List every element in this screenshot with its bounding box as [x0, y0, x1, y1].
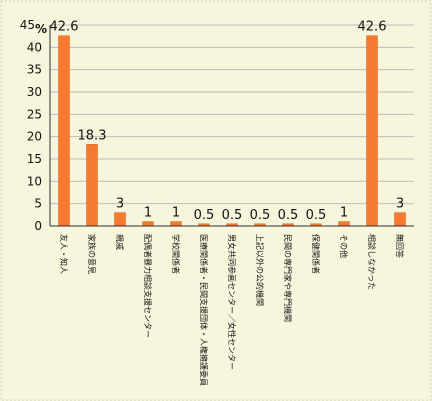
x-tick-label: 無回答 [395, 234, 405, 258]
bar [114, 212, 126, 227]
data-label: 1 [144, 206, 152, 221]
data-label: 42.6 [50, 20, 79, 35]
bar [394, 212, 406, 227]
x-tick-label: 学校関係者 [171, 234, 181, 274]
bar [170, 221, 182, 227]
y-tick-label: 0 [34, 219, 42, 233]
x-tick-label: 民間の専門家や専門機関 [283, 234, 293, 322]
bar [338, 221, 350, 227]
data-label: 0.5 [222, 208, 243, 223]
x-tick-label: 家族の意見 [87, 234, 97, 274]
x-tick-label: 医療関係者・民間支援団体・人権擁護委員 [199, 234, 209, 386]
x-tick-label: 保健関係者 [311, 234, 321, 274]
data-label: 42.6 [358, 20, 387, 35]
data-label: 0.5 [306, 208, 327, 223]
x-tick-label: その他 [339, 234, 349, 258]
data-label: 1 [340, 206, 348, 221]
gridlines [50, 24, 414, 205]
y-tick-label: 10 [27, 174, 42, 188]
y-tick-label: 30 [27, 85, 42, 99]
data-label: 0.5 [278, 208, 299, 223]
y-tick-label: 20 [27, 130, 42, 144]
bar [366, 35, 378, 227]
y-tick-label: 35 [27, 63, 42, 77]
y-tick-label: 45 [20, 18, 35, 32]
x-axis-labels: 友人・知人 家族の意見 親戚 配偶者暴力相談支援センター 学校関係者 医療関係者・民間支援… [59, 234, 405, 386]
x-tick-label: 親戚 [115, 234, 125, 250]
data-label: 3 [396, 197, 404, 212]
y-axis-ticks: 0 5 10 15 20 25 30 35 40 45 [20, 18, 42, 233]
data-label: 0.5 [194, 208, 215, 223]
y-tick-label: 15 [27, 152, 42, 166]
y-unit-label: % [35, 22, 47, 36]
x-tick-label: 友人・知人 [59, 234, 69, 274]
value-labels: 42.6 18.3 3 1 1 0.5 0.5 0.5 0.5 0.5 1 42.6 3 [50, 20, 405, 223]
y-tick-label: 5 [34, 197, 42, 211]
data-label: 3 [116, 197, 124, 212]
data-label: 0.5 [250, 208, 271, 223]
y-tick-label: 25 [27, 107, 42, 121]
x-tick-label: 上記以外の公的機関 [255, 234, 265, 306]
bars [58, 35, 406, 227]
x-tick-label: 配偶者暴力相談支援センター [143, 234, 153, 338]
x-tick-label: 男女共同参画センター／女性センター [227, 234, 237, 370]
y-tick-label: 40 [27, 40, 42, 54]
bar [86, 144, 98, 227]
data-label: 18.3 [78, 128, 107, 143]
bar [58, 35, 70, 227]
bar [142, 221, 154, 227]
x-tick-label: 相談しなかった [367, 234, 377, 290]
data-label: 1 [172, 206, 180, 221]
